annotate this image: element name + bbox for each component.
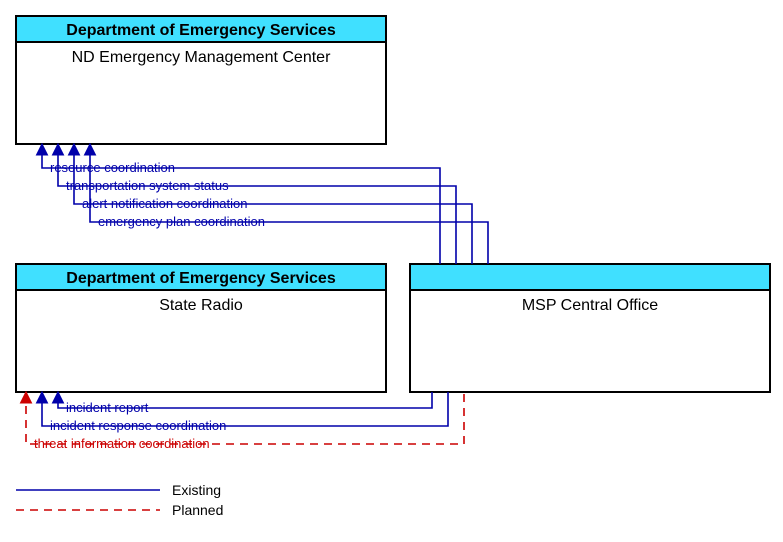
- edge-bottom-1-label: incident response coordination: [50, 418, 226, 433]
- node-body: ND Emergency Management Center: [72, 49, 331, 66]
- node-state_radio: Department of Emergency Services State Ra…: [16, 264, 386, 392]
- legend-planned-label: Planned: [172, 502, 223, 518]
- node-body: MSP Central Office: [522, 297, 658, 314]
- legend-existing-label: Existing: [172, 482, 221, 498]
- node-header: Department of Emergency Services: [66, 270, 336, 287]
- node-nd_emc: Department of Emergency Services ND Emerg…: [16, 16, 386, 144]
- edge-bottom-0-label: incident report: [66, 400, 149, 415]
- node-msp: MSP Central Office: [410, 264, 770, 392]
- node-header: Department of Emergency Services: [66, 22, 336, 39]
- edge-top-2-label: alert notification coordination: [82, 196, 248, 211]
- edge-bottom-2-label: threat information coordination: [34, 436, 210, 451]
- edge-top-3-label: emergency plan coordination: [98, 214, 265, 229]
- node-body: State Radio: [159, 297, 243, 314]
- edge-top-0-label: resource coordination: [50, 160, 175, 175]
